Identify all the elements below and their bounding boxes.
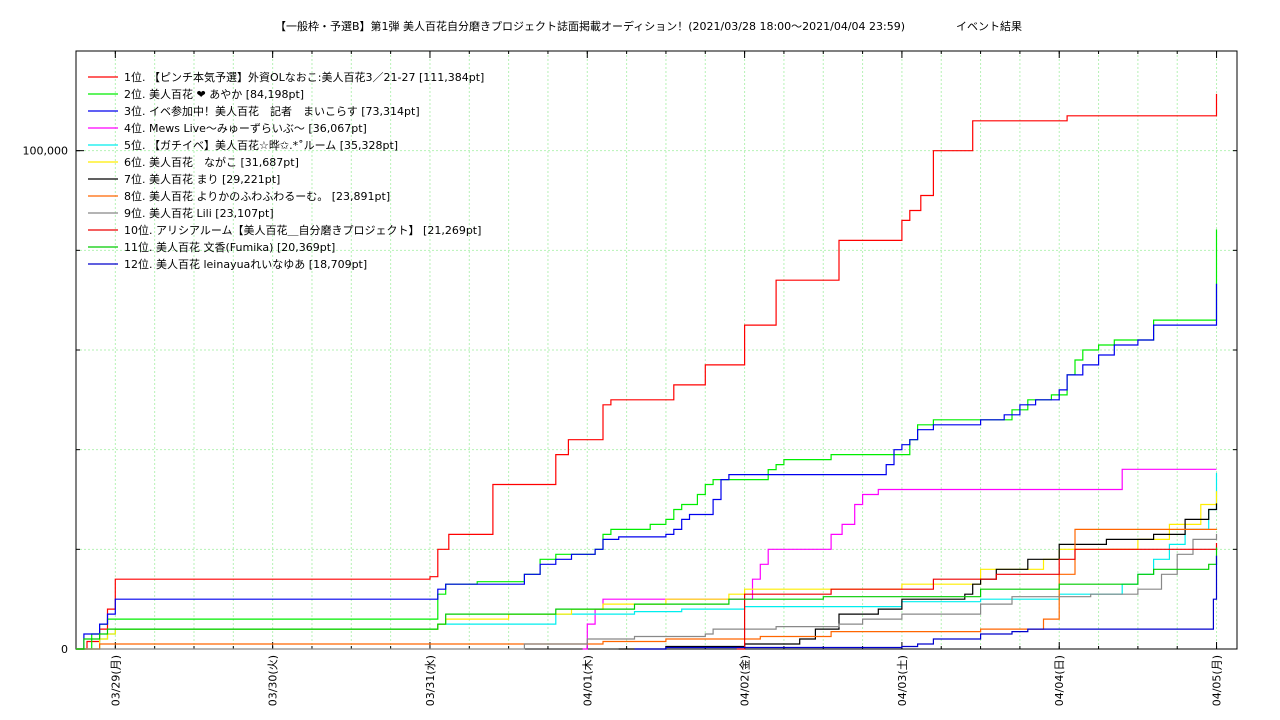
legend-label: 1位. 【ピンチ本気予選】外資OLなおこ:美人百花3／21-27 [111,38… <box>124 70 484 84</box>
legend-label: 5位. 【ガチイベ】美人百花☆晔✩.*˚ルーム [35,328pt] <box>124 138 398 152</box>
x-tick-label: 03/30(火) <box>267 655 280 706</box>
legend-label: 2位. 美人百花 ❤ あやか [84,198pt] <box>124 87 304 101</box>
axes: 03/29(月) 03/30(火) 03/31(水) 04/01(木) 04/02(金)… <box>23 50 1237 706</box>
legend-label: 3位. イベ参加中！美人百花 記者 まいこらす [73,314pt] <box>124 104 420 118</box>
legend-label: 7位. 美人百花 まり [29,221pt] <box>124 172 280 186</box>
series-line-7 <box>618 503 1218 650</box>
legend-label: 4位. Mews Live〜みゅーずらいぶ〜 [36,067pt] <box>124 121 367 135</box>
legend-label: 11位. 美人百花 文香(Fumika) [20,369pt] <box>124 240 335 254</box>
legend-label: 6位. 美人百花 ながこ [31,687pt] <box>124 155 299 169</box>
series-line-4 <box>582 468 1217 650</box>
legend-label: 9位. 美人百花 Lili [23,107pt] <box>124 206 274 220</box>
x-tick-label: 04/03(土) <box>896 655 909 706</box>
series-line-8 <box>76 528 1218 650</box>
series-line-5 <box>76 472 1218 650</box>
legend: 1位. 【ピンチ本気予選】外資OLなおこ:美人百花3／21-27 [111,38… <box>88 70 484 271</box>
x-tick-label: 03/31(水) <box>424 655 437 706</box>
chart-title: 【一般枠・予選B】第1弾 美人百花自分磨きプロジェクト誌面掲載オーディション！(… <box>275 19 905 33</box>
x-tick-label: 04/01(木) <box>581 655 594 706</box>
legend-label: 12位. 美人百花 leinayuaれいなゆあ [18,709pt] <box>124 257 367 271</box>
series-line-2 <box>76 229 1218 650</box>
y-tick-label: 0 <box>61 643 68 656</box>
series-line-1 <box>76 93 1218 650</box>
series-line-3 <box>76 283 1218 650</box>
x-tick-label: 04/02(金) <box>738 655 752 706</box>
x-tick-label: 04/04(日) <box>1053 655 1066 706</box>
series-line-11 <box>76 547 1218 650</box>
series-line-9 <box>76 533 1218 650</box>
legend-label: 10位. アリシアルーム【美人百花＿自分磨きプロジェクト】 [21,269pt] <box>124 223 481 237</box>
y-tick-label: 100,000 <box>23 145 69 158</box>
x-tick-label: 04/05(月) <box>1211 655 1224 706</box>
series-line-12 <box>634 555 1218 650</box>
legend-label: 8位. 美人百花 よりかのふわふわるーむ。 [23,891pt] <box>124 189 390 203</box>
series-lines <box>76 93 1218 650</box>
series-line-6 <box>76 491 1218 650</box>
grid-lines <box>76 51 1237 649</box>
series-line-10 <box>736 543 1218 650</box>
x-tick-label: 03/29(月) <box>109 655 122 706</box>
chart-subtitle: イベント結果 <box>956 19 1022 33</box>
